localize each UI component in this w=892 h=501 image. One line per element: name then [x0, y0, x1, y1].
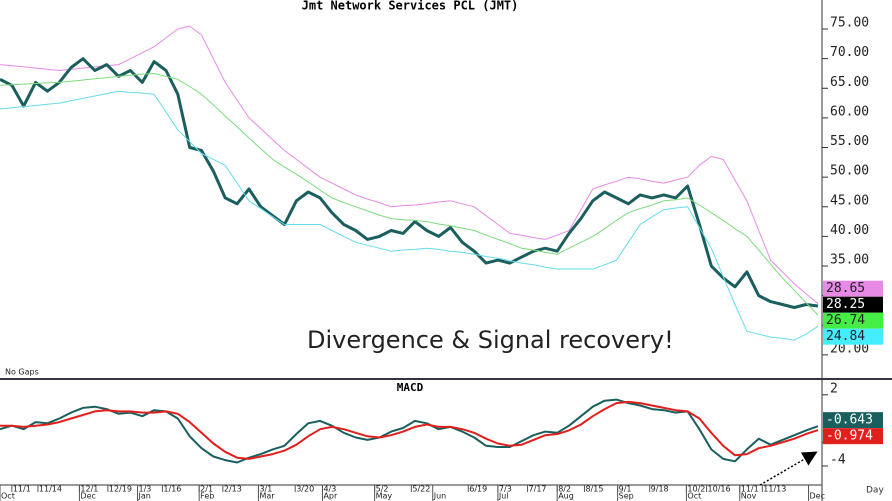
y-tick-label: 65.00 [830, 75, 869, 90]
x-tick-label: 12/1 [80, 485, 98, 494]
month-label: Oct [1, 492, 15, 501]
y-tick-label: 70.00 [830, 45, 869, 60]
x-tick-label: 5/22 [412, 485, 430, 494]
series-line [0, 25, 819, 304]
month-label: Apr [323, 492, 338, 501]
month-label: Nov [741, 492, 757, 501]
month-label: Dec [810, 492, 825, 501]
last-value-box [823, 280, 883, 297]
month-label: Jun [433, 492, 447, 501]
x-tick-label: 7/17 [529, 485, 547, 494]
month-label: Oct [687, 492, 701, 501]
annotation: Divergence & Signal recovery! [307, 326, 674, 354]
y-tick-label: 50.00 [830, 164, 869, 179]
last-value-label: -0.643 [826, 413, 873, 428]
x-tick-label: 3/1 [259, 485, 272, 494]
last-value-box [823, 296, 883, 313]
x-tick-label: 3/20 [296, 485, 314, 494]
x-axis-label: Day [866, 486, 884, 496]
annotation: No Gaps [5, 368, 39, 377]
last-value-label: 28.65 [826, 281, 865, 296]
month-label: Jul [498, 492, 509, 501]
x-tick-label: 11/13 [763, 485, 786, 494]
x-tick-label: 12/19 [109, 485, 132, 494]
month-label: Sep [619, 492, 634, 501]
x-tick-label: 1/3 [139, 485, 152, 494]
last-value-box [823, 312, 883, 329]
x-tick-label: 10/2 [687, 485, 705, 494]
x-tick-label: 2/13 [224, 485, 242, 494]
x-tick-label: 4/3 [323, 485, 336, 494]
x-tick-label: 8/15 [585, 485, 603, 494]
month-label: May [376, 492, 393, 501]
y-tick-label: 75.00 [830, 16, 869, 31]
y-tick-label: 20.00 [830, 341, 869, 356]
x-tick-label: 6/19 [469, 485, 487, 494]
x-tick-label: 9/18 [651, 485, 669, 494]
y-tick-label: 55.00 [830, 134, 869, 149]
series-line [0, 398, 819, 464]
x-tick-label: 9/1 [619, 485, 632, 494]
chart-title: Jmt Network Services PCL (JMT) [302, 0, 519, 13]
last-value-box [823, 328, 883, 345]
month-label: Jan [138, 492, 151, 501]
macd-title: MACD [397, 381, 424, 394]
x-tick-label: 2/1 [200, 485, 213, 494]
y-tick-label: -4 [830, 453, 846, 468]
last-value-label: -0.974 [826, 429, 873, 444]
x-tick-label: 11/1 [13, 485, 31, 494]
y-tick-label: 45.00 [830, 193, 869, 208]
last-value-label: 26.74 [826, 313, 865, 328]
y-tick-label: 60.00 [830, 104, 869, 119]
x-tick-label: 7/3 [499, 485, 512, 494]
month-label: Feb [200, 492, 214, 501]
last-value-box [823, 428, 883, 445]
last-value-box [823, 412, 883, 429]
x-tick-label: 10/16 [708, 485, 731, 494]
series-line [0, 73, 819, 316]
y-tick-label: 35.00 [830, 253, 869, 268]
last-value-label: 28.25 [826, 297, 865, 312]
series-line [0, 400, 819, 460]
x-tick-label: 11/14 [39, 485, 62, 494]
x-tick-label: 11/1 [741, 485, 759, 494]
x-tick-label: 1/16 [163, 485, 181, 494]
y-tick-label: 2 [830, 381, 838, 396]
x-tick-label: 5/2 [376, 485, 389, 494]
x-tick-label: 8/2 [558, 485, 571, 494]
month-label: Dec [80, 492, 95, 501]
series-line [0, 57, 819, 309]
series-line [0, 90, 819, 341]
month-label: Aug [558, 492, 574, 501]
last-value-label: 24.84 [826, 329, 865, 344]
y-tick-label: 40.00 [830, 223, 869, 238]
arrow [759, 451, 818, 486]
month-label: Mar [259, 492, 275, 501]
